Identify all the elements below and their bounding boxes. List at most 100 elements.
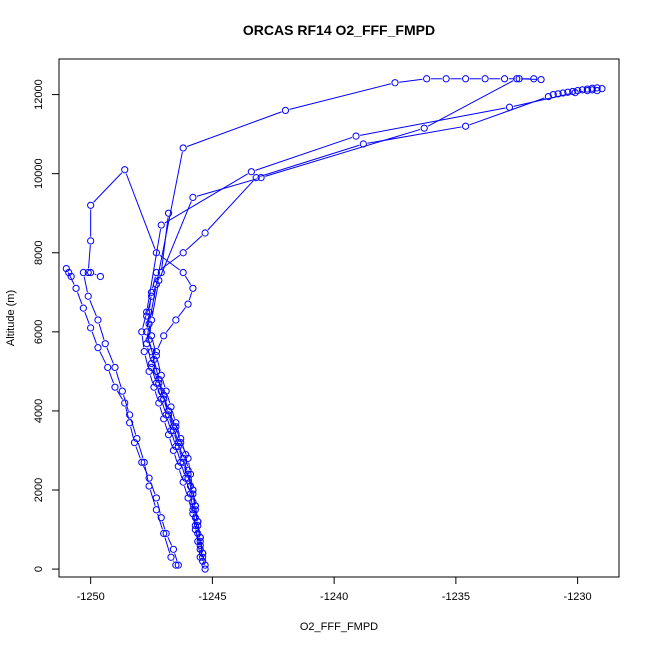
data-point [87, 268, 95, 277]
data-point [186, 482, 195, 490]
data-point [559, 89, 567, 97]
series-segment [161, 217, 169, 269]
chart-title: ORCAS RF14 O2_FFF_FMPD [243, 22, 435, 38]
series-segment [157, 387, 161, 396]
data-point [186, 490, 195, 498]
data-point [79, 304, 87, 312]
data-point [160, 529, 168, 538]
series-segment [207, 180, 254, 231]
series-segment [360, 107, 506, 136]
data-point [199, 557, 207, 565]
data-point [172, 423, 180, 431]
data-point [500, 75, 509, 83]
data-point [126, 411, 134, 419]
series-segment [183, 462, 188, 471]
data-point [172, 442, 180, 451]
data-point [179, 144, 187, 152]
data-point [157, 395, 165, 403]
data-point [160, 415, 168, 423]
series-segment [88, 245, 91, 269]
data-point [164, 431, 173, 439]
series-segment [149, 489, 156, 506]
data-point [172, 316, 180, 324]
data-point [84, 292, 92, 300]
data-point [189, 498, 197, 506]
data-point [143, 312, 151, 320]
data-point [111, 363, 119, 372]
series-segment [179, 450, 183, 459]
data-point [189, 506, 197, 514]
x-tick-label: -1245 [198, 591, 226, 603]
data-point [174, 462, 182, 470]
data-point [121, 166, 129, 174]
series-segment [169, 438, 173, 447]
series-segment [197, 537, 201, 546]
series-segment [181, 442, 185, 451]
series-8 [143, 209, 204, 553]
series-segment [116, 390, 123, 400]
data-point [133, 435, 141, 443]
data-point [182, 474, 190, 482]
data-point [150, 383, 158, 391]
data-point [583, 87, 591, 95]
series-segment [190, 490, 193, 498]
series-6 [143, 75, 538, 573]
series-segment [174, 430, 178, 439]
series-segment [84, 311, 90, 325]
series-segment [200, 541, 203, 550]
series-segment [141, 335, 145, 348]
data-point [155, 375, 163, 383]
data-point [196, 533, 204, 542]
series-segment [188, 462, 191, 471]
data-point [513, 75, 521, 83]
data-point [179, 454, 187, 462]
y-tick-label: 8000 [33, 241, 45, 265]
series-segment [89, 299, 97, 317]
data-point [94, 316, 102, 324]
series-segment [176, 426, 180, 435]
series-segment [137, 442, 144, 459]
data-point [191, 525, 199, 534]
series-segment [169, 414, 173, 423]
series-segment [147, 347, 152, 360]
series-segment [115, 371, 122, 388]
data-point [162, 387, 170, 395]
data-point [598, 85, 606, 93]
data-point [94, 344, 102, 352]
data-point [172, 419, 180, 427]
data-point [155, 379, 163, 387]
series-segment [91, 331, 97, 344]
data-point [172, 561, 180, 569]
data-point [462, 122, 470, 130]
series-segment [162, 521, 166, 530]
series-segment [171, 434, 176, 443]
series-segment [157, 339, 163, 349]
series-segment [174, 434, 178, 443]
series-segment [146, 229, 162, 309]
data-point [196, 545, 204, 553]
data-point [196, 537, 204, 546]
series-segment [159, 387, 163, 396]
y-tick-label: 2000 [33, 478, 45, 502]
data-point [189, 193, 197, 201]
series-segment [83, 276, 88, 293]
series-segment [106, 347, 114, 364]
data-point [157, 371, 165, 379]
x-tick-label: -1235 [442, 591, 470, 603]
data-point [138, 458, 146, 466]
series-segment [176, 450, 180, 459]
data-point [160, 332, 168, 340]
series-segment [260, 144, 360, 177]
series-segment [144, 466, 149, 483]
data-point [462, 75, 470, 83]
data-point [147, 316, 156, 324]
data-point [189, 510, 197, 518]
series-segment [427, 80, 514, 127]
data-point [191, 502, 199, 510]
series-segment [77, 292, 83, 305]
data-point [177, 438, 185, 447]
data-point [578, 86, 587, 94]
data-point [352, 132, 360, 140]
